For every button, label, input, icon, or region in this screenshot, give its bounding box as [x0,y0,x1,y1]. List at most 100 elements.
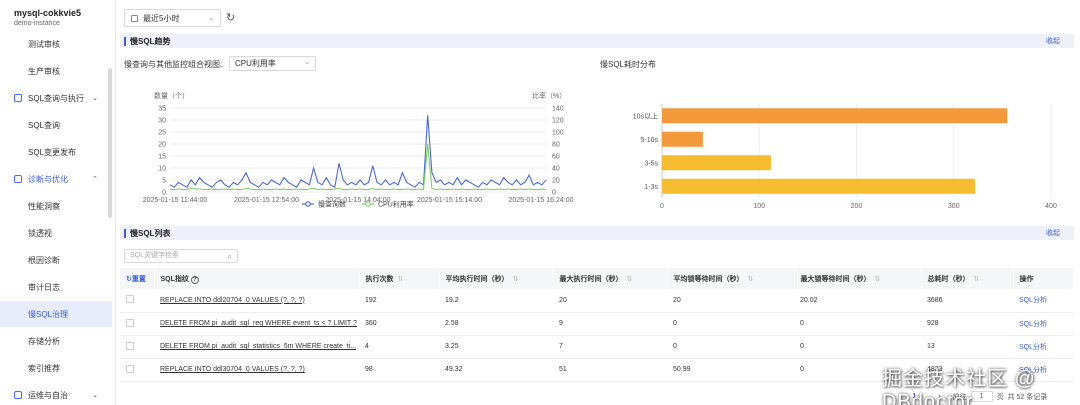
current-page[interactable]: 1 [912,393,917,400]
category-label: 1-3s [644,184,658,191]
col-max[interactable]: 最大执行时间（秒） ⇅ [553,268,668,289]
col-total-label: 总耗时（秒） [927,275,970,283]
next-page-icon[interactable]: › [938,393,941,400]
right-tick-label: 0 [552,190,556,197]
combo-view-value: CPU利用率 [235,59,276,68]
x-tick-label: 2025-01-15 12:54:00 [234,197,299,204]
sidebar-item-label: SQL查询 [28,120,61,130]
sidebar-item-3[interactable]: SQL查询 [0,112,112,138]
series-line-1 [170,143,547,191]
sql-fingerprint-cell: DELETE FROM pi_audit_sql_statistics_5m W… [154,335,359,359]
row-select-cell [120,289,154,313]
col-sql-label: SQL指纹 [160,275,189,283]
table-row: DELETE FROM pi_audit_sql_req WHERE event… [120,312,1074,336]
menu-group-icon [14,94,22,102]
reset-button[interactable]: ↻重置 [126,275,146,283]
sidebar-item-11[interactable]: 存储分析 [0,328,112,354]
sidebar-item-5[interactable]: 诊断与优化 ⌃ [0,166,112,192]
sql-fingerprint-link[interactable]: REPLACE INTO ddl30704_0 VALUES (?, ?, ?) [160,366,305,373]
sql-analyze-link[interactable]: SQL分析 [1019,297,1048,305]
cell-total: 928 [921,312,1013,336]
sql-analyze-link[interactable]: SQL分析 [1019,366,1048,374]
list-section-header: 慢SQL列表 收起 [120,226,1074,240]
left-axis-title: 数量（个） [154,91,189,100]
sidebar-item-8[interactable]: 根因诊断 [0,247,112,273]
col-count[interactable]: 执行次数 ⇅ [359,268,440,289]
sidebar-item-10[interactable]: 慢SQL治理 [0,301,112,327]
help-icon[interactable]: ? [190,275,199,284]
sidebar-item-2[interactable]: SQL查询与执行 ⌄ [0,85,112,111]
row-select-cell [120,358,154,382]
legend-label: 慢查询数 [318,200,346,209]
sidebar-item-label: 运维与自治 [28,390,68,400]
col-avg[interactable]: 平均执行时间（秒） ⇅ [439,268,554,289]
trend-collapse-link[interactable]: 收起 [1046,38,1060,45]
calendar-icon [131,14,138,22]
chevron-down-icon: ⌄ [208,15,214,22]
total-records: 共 52 条记录 [1007,393,1048,401]
row-checkbox[interactable] [126,295,134,304]
page-input[interactable]: 1 [970,391,993,402]
sidebar-item-13[interactable]: 运维与自治 ⌄ [0,382,112,405]
sidebar-item-label: SQL变更发布 [28,147,77,157]
col-avg-lock[interactable]: 平均锁等待时间（秒） ⇅ [667,268,795,289]
sql-analyze-link[interactable]: SQL分析 [1019,320,1048,328]
cell-avg: 19.2 [439,289,553,313]
instance-sub: demo-instance [14,20,60,27]
list-collapse-link[interactable]: 收起 [1046,230,1060,237]
cell-max: 9 [553,312,667,336]
bar-1-3s [662,178,976,194]
x-tick-label: 300 [948,203,960,210]
refresh-icon[interactable]: ↻ [226,12,236,24]
sidebar-item-0[interactable]: 测试审核 [0,31,112,57]
bar-3-5s [662,155,771,171]
left-tick-label: 10 [158,166,166,173]
sidebar-item-label: SQL查询与执行 [28,93,85,103]
cell-avg_lock: 20 [667,289,794,313]
sidebar-item-label: 根因诊断 [28,255,60,265]
sql-fingerprint-link[interactable]: REPLACE INTO ddl20704_0 VALUES (?, ?, ?) [160,296,305,304]
left-tick-label: 35 [158,106,166,113]
instance-header[interactable]: mysql-cokkvie5 demo-instance [0,0,115,34]
row-checkbox[interactable] [126,364,134,373]
time-range-select[interactable]: 最近5小时 ⌄ [124,9,221,27]
sidebar-item-label: 慢SQL治理 [28,309,69,319]
row-checkbox[interactable] [126,318,134,327]
sidebar-item-12[interactable]: 索引推荐 [0,355,112,381]
chevron-icon: ⌄ [92,95,98,102]
list-section-title: 慢SQL列表 [130,228,171,238]
sql-search-input[interactable]: SQL关键字检索 ⌕ [124,249,238,263]
sidebar-scrollbar[interactable] [108,68,112,218]
sql-fingerprint-link[interactable]: DELETE FROM pi_audit_sql_statistics_5m W… [160,343,357,350]
col-max-lock[interactable]: 最大锁等待时间（秒） ⇅ [794,268,922,289]
cell-avg: 3.25 [439,335,553,359]
sidebar-item-9[interactable]: 审计日志 [0,274,112,300]
col-total[interactable]: 总耗时（秒） ⇅ [921,268,1014,289]
sidebar-item-7[interactable]: 锁透视 [0,220,112,246]
x-tick-label: 2025-01-15 14:04:00 [326,197,391,204]
cell-avg: 49.32 [439,358,553,382]
combo-view-select[interactable]: CPU利用率 ⌄ [229,56,316,71]
sql-fingerprint-link[interactable]: DELETE FROM pi_audit_sql_req WHERE event… [160,320,357,327]
row-select-cell [120,335,154,359]
col-count-label: 执行次数 [365,275,394,283]
prev-page-icon[interactable]: ‹ [900,393,903,400]
right-tick-label: 40 [552,166,560,173]
search-placeholder: SQL关键字检索 [130,252,180,259]
sql-analyze-link[interactable]: SQL分析 [1019,343,1048,351]
row-checkbox[interactable] [126,341,134,350]
sidebar-item-1[interactable]: 生产审核 [0,58,112,84]
sidebar-item-6[interactable]: 性能洞察 [0,193,112,219]
cell-max: 20 [553,289,667,313]
x-tick-label: 200 [851,203,863,210]
right-tick-label: 60 [552,154,560,161]
cell-max_lock: 0 [794,335,921,359]
distribution-title: 慢SQL耗时分布 [600,60,657,69]
cell-avg_lock: 50.99 [667,358,794,382]
x-tick-label: 2025-01-15 15:14:00 [417,197,482,204]
left-tick-label: 25 [158,130,166,137]
cell-count: 192 [359,289,439,313]
section-accent [124,228,126,238]
col-max-lock-label: 最大锁等待时间（秒） [800,275,871,283]
sidebar-item-4[interactable]: SQL变更发布 [0,139,112,165]
